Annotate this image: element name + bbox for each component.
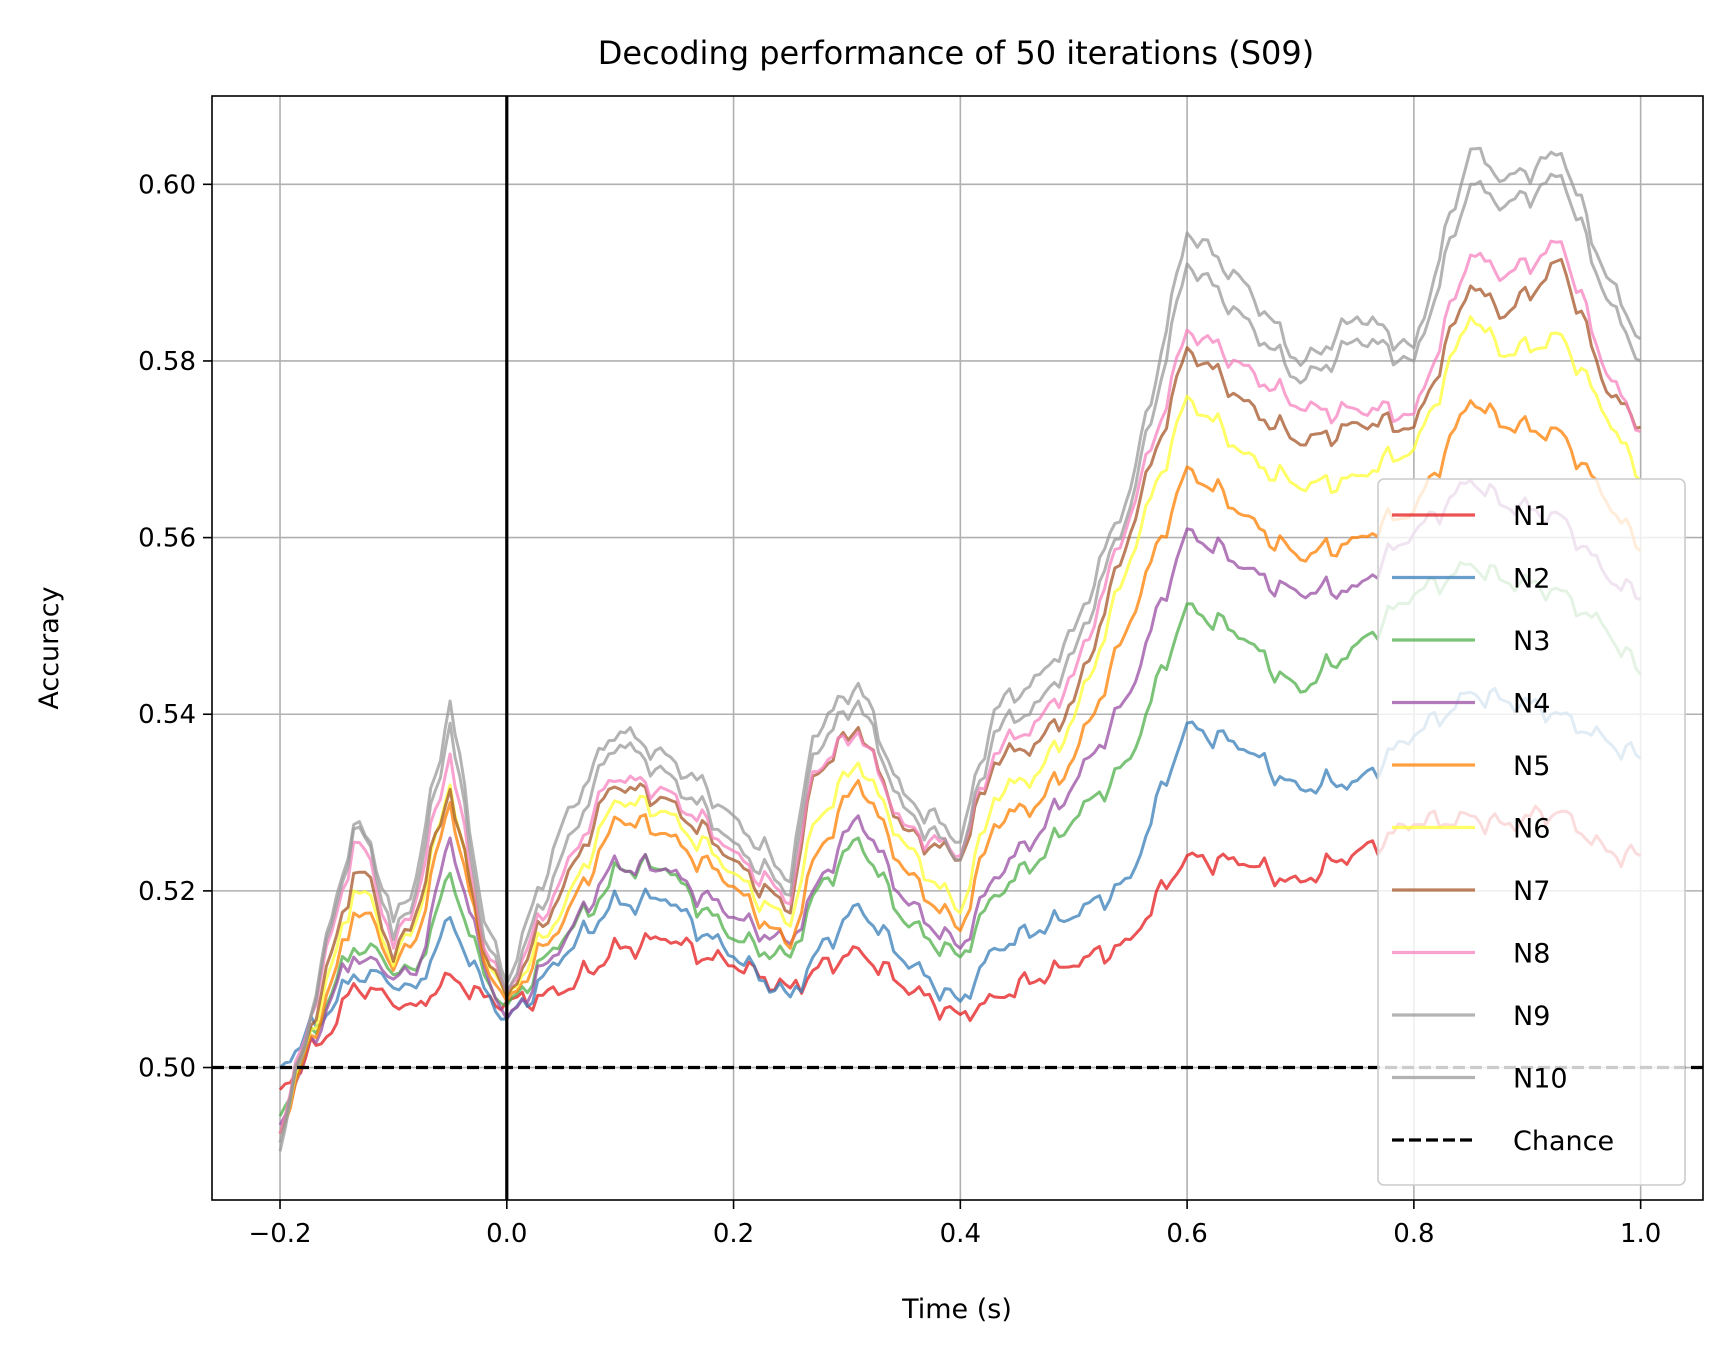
y-tick-label: 0.50 bbox=[138, 1054, 196, 1084]
legend-label: N5 bbox=[1513, 751, 1550, 782]
legend-label: N8 bbox=[1513, 939, 1550, 970]
x-tick-label: 0.4 bbox=[940, 1219, 981, 1249]
chart-title: Decoding performance of 50 iterations (S… bbox=[598, 34, 1315, 72]
y-tick-label: 0.60 bbox=[138, 170, 196, 200]
series-line-n10 bbox=[278, 146, 1642, 1152]
x-tick-label: 0.8 bbox=[1393, 1219, 1434, 1249]
legend-label: N10 bbox=[1513, 1064, 1568, 1095]
y-axis-label: Accuracy bbox=[34, 586, 65, 709]
legend-label: Chance bbox=[1513, 1126, 1614, 1157]
x-tick-label: −0.2 bbox=[248, 1219, 311, 1249]
axis-ticks: −0.2 0.0 0.2 0.4 0.6 0.8 1.0 0.50 0.52 0.54 0.56 0.… bbox=[138, 170, 1661, 1249]
plot-frame bbox=[211, 95, 1704, 1201]
series-line-n7 bbox=[278, 257, 1641, 1135]
y-tick-label: 0.56 bbox=[138, 524, 196, 554]
x-axis-label: Time (s) bbox=[901, 1294, 1012, 1325]
legend-label: N4 bbox=[1513, 689, 1550, 720]
x-tick-label: 0.0 bbox=[486, 1219, 527, 1249]
legend-label: N7 bbox=[1513, 876, 1550, 907]
legend-label: N2 bbox=[1513, 564, 1550, 595]
x-tick-label: 0.2 bbox=[713, 1219, 754, 1249]
x-tick-label: 1.0 bbox=[1620, 1219, 1661, 1249]
series-line-n9 bbox=[278, 172, 1642, 1143]
x-tick-label: 0.6 bbox=[1166, 1219, 1207, 1249]
y-tick-label: 0.54 bbox=[138, 700, 196, 730]
legend-label: N1 bbox=[1513, 501, 1550, 532]
legend-label: N3 bbox=[1513, 626, 1550, 657]
legend-label: N6 bbox=[1513, 814, 1550, 845]
legend: N1 N2 N3 N4 N5 N6 N7 N8 N9 N10 Chance bbox=[1377, 478, 1686, 1186]
y-tick-label: 0.52 bbox=[138, 877, 196, 907]
legend-label: N9 bbox=[1513, 1001, 1550, 1032]
legend-box bbox=[1377, 478, 1686, 1186]
y-tick-label: 0.58 bbox=[138, 347, 196, 377]
